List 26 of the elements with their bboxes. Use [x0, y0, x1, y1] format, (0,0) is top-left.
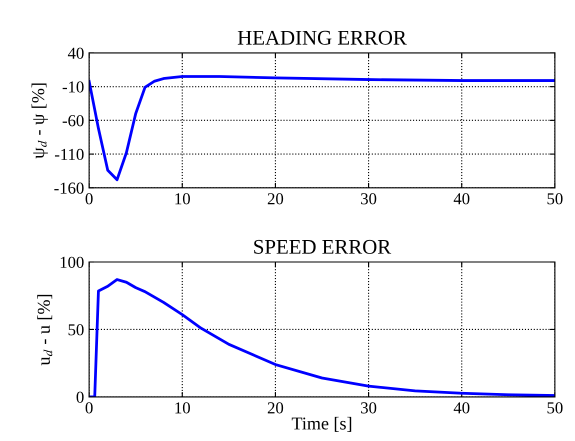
- chart-title: HEADING ERROR: [238, 30, 407, 45]
- x-tick-label: 10: [175, 193, 190, 204]
- x-axis-title: Time [s]: [292, 416, 352, 432]
- x-tick-label: 50: [548, 193, 563, 204]
- y-tick-label: 100: [60, 256, 84, 268]
- y-tick-label: -60: [62, 115, 84, 126]
- y-tick-label: -160: [54, 182, 84, 194]
- x-tick-label: 40: [454, 402, 470, 414]
- y-tick-label: 50: [68, 324, 84, 336]
- y-axis-title: u$_{d}$ - u [%]: [37, 294, 52, 366]
- line-series: [89, 75, 555, 182]
- x-tick-label: 10: [175, 402, 190, 414]
- x-tick-label: 50: [548, 402, 563, 414]
- y-tick-label: -110: [54, 148, 84, 160]
- x-tick-label: 20: [268, 402, 284, 414]
- y-tick-label: 40: [68, 48, 84, 59]
- x-tick-label: 0: [86, 193, 93, 204]
- y-tick-label: -10: [62, 81, 84, 93]
- x-tick-label: 40: [454, 193, 470, 204]
- chart-title: SPEED ERROR: [254, 240, 392, 254]
- y-axis-title: ψ$_{d}$ - ψ [%]: [32, 83, 48, 158]
- x-tick-label: 0: [86, 402, 93, 414]
- x-tick-label: 20: [268, 193, 284, 204]
- x-tick-label: 30: [361, 193, 376, 204]
- x-tick-label: 30: [361, 402, 376, 414]
- y-tick-label: 0: [76, 392, 84, 403]
